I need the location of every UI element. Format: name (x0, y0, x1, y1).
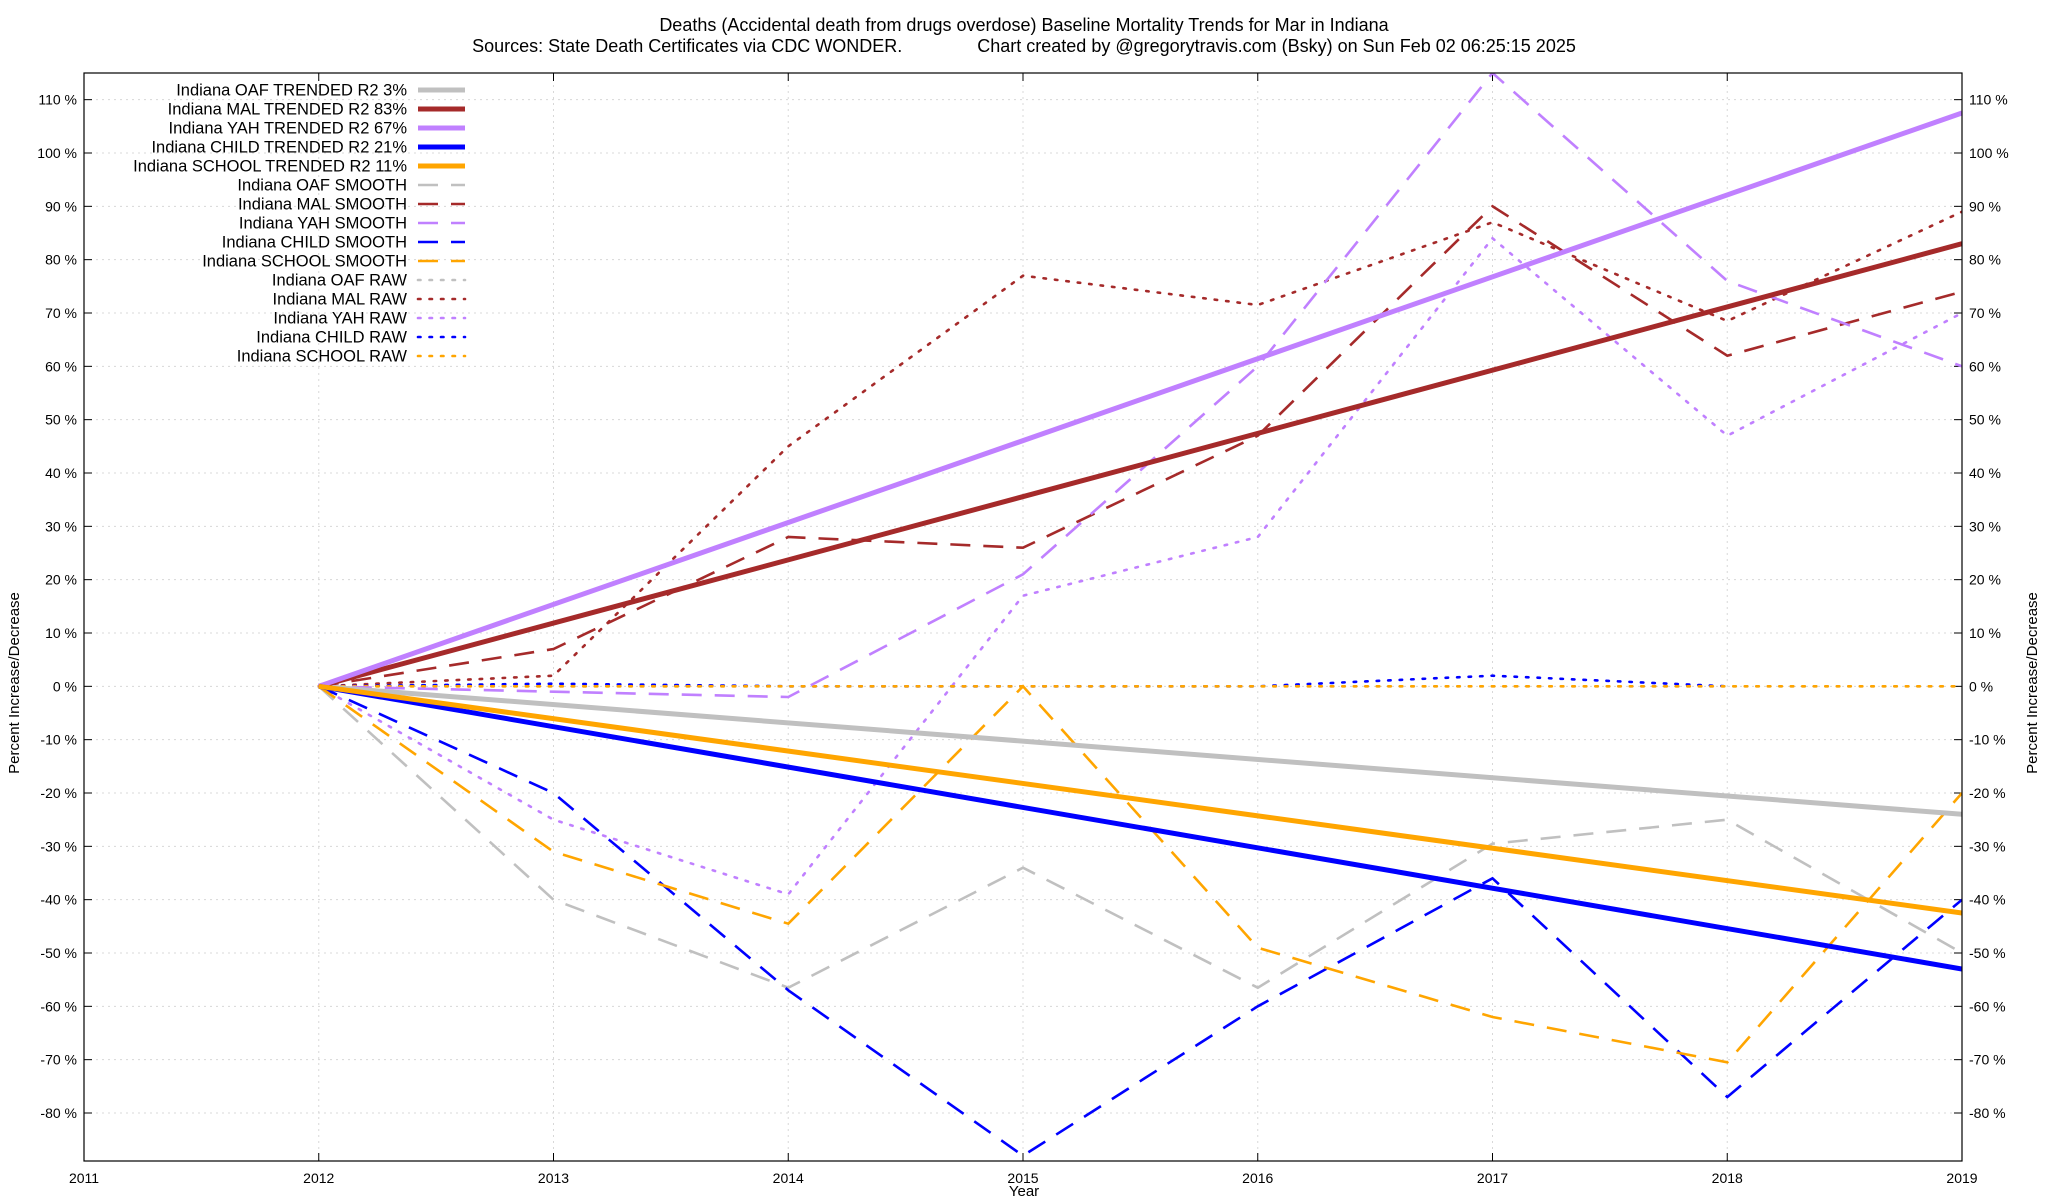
y-tick-label-right: -40 % (1969, 892, 2006, 908)
legend-label: Indiana SCHOOL RAW (237, 348, 408, 366)
x-tick-label: 2012 (303, 1170, 334, 1186)
series-line-indiana-school-smooth (318, 684, 1962, 1064)
chart-subtitle: Sources: State Death Certificates via CD… (472, 36, 1576, 56)
series-line-indiana-mal-trended-r2-83 (318, 241, 1962, 689)
legend-label: Indiana YAH RAW (273, 310, 407, 328)
y-tick-label-right: -10 % (1969, 732, 2006, 748)
x-tick-label: 2015 (1007, 1170, 1038, 1186)
y-tick-label: 10 % (45, 625, 77, 641)
legend-label: Indiana MAL TRENDED R2 83% (168, 101, 408, 119)
y-tick-label: -10 % (40, 732, 77, 748)
y-tick-label: -80 % (40, 1105, 77, 1121)
legend-label: Indiana YAH TRENDED R2 67% (169, 120, 408, 138)
y-tick-label: 30 % (45, 518, 77, 534)
y-tick-label: 90 % (45, 198, 77, 214)
series-line-indiana-oaf-smooth (317, 685, 1962, 990)
x-tick-label: 2019 (1946, 1170, 1977, 1186)
series-line-indiana-school-trended-r2-11 (318, 683, 1962, 916)
x-tick-label: 2014 (773, 1170, 804, 1186)
legend-label: Indiana OAF TRENDED R2 3% (176, 82, 407, 100)
series-line-indiana-yah-raw (317, 236, 1962, 896)
series-line-indiana-yah-trended-r2-67 (317, 110, 1962, 689)
y-tick-label: -50 % (40, 945, 77, 961)
series-lines (317, 73, 1962, 1158)
x-tick-label: 2013 (538, 1170, 569, 1186)
y-tick-label: 60 % (45, 358, 77, 374)
x-tick-label: 2016 (1242, 1170, 1273, 1186)
x-axis-label: Year (1009, 1183, 1039, 1200)
plot-frame (83, 72, 1963, 1162)
legend-label: Indiana OAF SMOOTH (237, 177, 407, 195)
y-tick-label: 50 % (45, 412, 77, 428)
legend-label: Indiana SCHOOL TRENDED R2 11% (133, 158, 407, 176)
legend-label: Indiana MAL RAW (273, 291, 408, 309)
legend-label: Indiana SCHOOL SMOOTH (202, 253, 407, 271)
y-tick-label-right: 80 % (1969, 252, 2001, 268)
y-tick-label: 70 % (45, 305, 77, 321)
y-tick-label: -30 % (40, 838, 77, 854)
y-tick-label-right: 50 % (1969, 412, 2001, 428)
y-tick-label-right: -70 % (1969, 1052, 2006, 1068)
legend-label: Indiana CHILD RAW (256, 329, 407, 347)
series-line-indiana-oaf-trended-r2-3 (318, 683, 1962, 817)
y-tick-label-right: 30 % (1969, 518, 2001, 534)
x-tick-label: 2017 (1477, 1170, 1508, 1186)
y-tick-label-right: 60 % (1969, 358, 2001, 374)
y-tick-label-right: 10 % (1969, 625, 2001, 641)
y-tick-label-right: 0 % (1969, 678, 1993, 694)
y-axis-label-right: Percent Increase/Decrease (2024, 592, 2041, 774)
y-tick-label: 20 % (45, 572, 77, 588)
series-line-indiana-mal-smooth (318, 204, 1962, 688)
y-axis-label: Percent Increase/Decrease (6, 592, 23, 774)
legend-label: Indiana YAH SMOOTH (239, 215, 407, 233)
y-tick-label: -20 % (40, 785, 77, 801)
legend: Indiana OAF TRENDED R2 3%Indiana MAL TRE… (133, 82, 467, 366)
legend-label: Indiana CHILD TRENDED R2 21% (151, 139, 407, 157)
y-tick-label: -70 % (40, 1052, 77, 1068)
grid (84, 73, 1962, 1161)
series-line-indiana-yah-smooth (318, 73, 1962, 699)
y-tick-label-right: 110 % (1969, 92, 2008, 108)
y-tick-label-right: -50 % (1969, 945, 2006, 961)
y-tick-label: 100 % (37, 145, 77, 161)
y-tick-label: 0 % (53, 678, 77, 694)
x-tick-label: 2018 (1712, 1170, 1743, 1186)
y-tick-label-right: 70 % (1969, 305, 2001, 321)
y-tick-label: 40 % (45, 465, 77, 481)
y-tick-label-right: -30 % (1969, 838, 2006, 854)
y-tick-label: 80 % (45, 252, 77, 268)
series-line-indiana-child-trended-r2-21 (318, 683, 1962, 972)
legend-label: Indiana OAF RAW (272, 272, 408, 290)
y-tick-label-right: 40 % (1969, 465, 2001, 481)
y-tick-label-right: -20 % (1969, 785, 2006, 801)
y-tick-label-right: -80 % (1969, 1105, 2006, 1121)
series-line-indiana-child-smooth (318, 685, 1962, 1158)
y-tick-label: -40 % (40, 892, 77, 908)
chart-title: Deaths (Accidental death from drugs over… (659, 15, 1389, 35)
legend-label: Indiana CHILD SMOOTH (222, 234, 407, 252)
y-tick-label-right: 20 % (1969, 572, 2001, 588)
axis-ticks: 2011 2012 2013 2014 2015 2016 2017 2018 2019 -80 … (37, 73, 2009, 1186)
legend-label: Indiana MAL SMOOTH (238, 196, 407, 214)
y-tick-label-right: 90 % (1969, 198, 2001, 214)
y-tick-label-right: -60 % (1969, 998, 2006, 1014)
series-line-indiana-mal-raw (317, 210, 1962, 688)
y-tick-label: -60 % (40, 998, 77, 1014)
y-tick-label: 110 % (38, 92, 77, 108)
x-tick-label: 2011 (69, 1170, 99, 1186)
y-tick-label-right: 100 % (1969, 145, 2009, 161)
